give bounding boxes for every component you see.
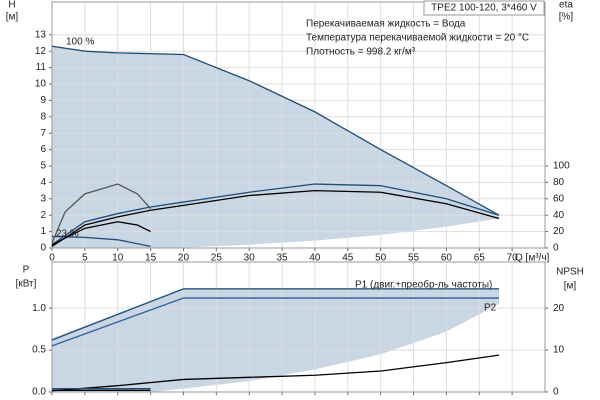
y-tick-label: 1.0 bbox=[32, 303, 46, 314]
y-tick-label: 0 bbox=[40, 243, 46, 254]
y-tick-label: 6 bbox=[40, 144, 46, 155]
y-tick-label: 7 bbox=[40, 128, 46, 139]
curve bbox=[51, 45, 500, 216]
annotation: Температура перекачиваемой жидкости = 20… bbox=[306, 33, 529, 44]
y2-tick-label: 0 bbox=[553, 387, 559, 398]
y2-tick-label: 40 bbox=[553, 210, 565, 221]
y2-tick-label: 20 bbox=[553, 226, 565, 237]
x-tick-label: 60 bbox=[441, 253, 453, 264]
x-tick-label: 30 bbox=[244, 253, 256, 264]
x-tick-label: 20 bbox=[178, 253, 190, 264]
curve bbox=[51, 354, 500, 392]
operating-range bbox=[52, 288, 499, 392]
y-tick-label: 13 bbox=[35, 29, 47, 40]
x-tick-label: 50 bbox=[375, 253, 387, 264]
y2-tick-label: 0 bbox=[553, 243, 559, 254]
y-tick-label: 1 bbox=[40, 226, 46, 237]
curve bbox=[51, 297, 499, 347]
y2-tick-label: 60 bbox=[553, 193, 565, 204]
y2-tick-label: 80 bbox=[553, 177, 565, 188]
curve bbox=[51, 189, 500, 247]
y-label: P bbox=[23, 265, 30, 276]
y2-tick-label: 10 bbox=[553, 345, 565, 356]
plot-frame bbox=[51, 1, 546, 249]
y2-label: NPSH bbox=[556, 267, 584, 278]
x-tick-label: 5 bbox=[82, 253, 88, 264]
curve bbox=[51, 288, 499, 341]
y-label: [кВт] bbox=[16, 279, 37, 290]
y-label: [м] bbox=[6, 12, 19, 23]
plot-layer: 0 5 10 15 20 25 30 35 40 45 50 55 60 65 70012345678910… bbox=[32, 1, 570, 398]
y-tick-label: 9 bbox=[40, 95, 46, 106]
y-label: H bbox=[8, 0, 15, 11]
x-tick-label: 45 bbox=[342, 253, 354, 264]
y2-label: [м] bbox=[564, 281, 577, 292]
y2-tick-label: 100 bbox=[553, 161, 570, 172]
x-tick-label: 10 bbox=[112, 253, 124, 264]
x-tick-label: 0 bbox=[49, 253, 55, 264]
x-tick-label: 55 bbox=[408, 253, 420, 264]
annotation: Перекачиваемая жидкость = Вода bbox=[306, 19, 466, 30]
operating-range bbox=[52, 46, 499, 248]
y-tick-label: 4 bbox=[40, 177, 46, 188]
annotation: Плотность = 998.2 кг/м³ bbox=[306, 47, 416, 58]
y2-tick-label: 20 bbox=[553, 303, 565, 314]
curve bbox=[51, 221, 151, 246]
y-tick-label: 8 bbox=[40, 111, 46, 122]
x-tick-label: 40 bbox=[309, 253, 321, 264]
x-tick-label: 65 bbox=[474, 253, 486, 264]
y-tick-label: 5 bbox=[40, 161, 46, 172]
x-label: Q [м³/ч] bbox=[515, 253, 550, 264]
x-tick-label: 15 bbox=[145, 253, 157, 264]
y-tick-label: 12 bbox=[35, 46, 47, 57]
y2-label: eta bbox=[559, 0, 573, 11]
x-tick-label: 35 bbox=[277, 253, 289, 264]
y-tick-label: 3 bbox=[40, 193, 46, 204]
y-tick-label: 0.0 bbox=[32, 387, 46, 398]
plot-frame bbox=[51, 261, 546, 393]
curve bbox=[51, 183, 152, 244]
x-tick-label: 70 bbox=[507, 253, 519, 264]
y-tick-label: 11 bbox=[36, 62, 47, 73]
legend-entry: P1 (двиг.+преобр-ль частоты) bbox=[355, 279, 492, 291]
y2-label: [%] bbox=[559, 12, 574, 23]
curve bbox=[51, 183, 500, 246]
y-tick-label: 2 bbox=[40, 210, 46, 221]
curve-label: 23 % bbox=[56, 229, 79, 240]
chart-title: TPE2 100-120, 3*460 V bbox=[431, 3, 537, 14]
y-tick-label: 0.5 bbox=[32, 345, 46, 356]
legend-entry: P2 bbox=[484, 303, 497, 314]
y-tick-label: 10 bbox=[35, 79, 47, 90]
curve-label: 100 % bbox=[66, 37, 94, 48]
x-tick-label: 25 bbox=[211, 253, 223, 264]
title-box bbox=[423, 0, 545, 16]
